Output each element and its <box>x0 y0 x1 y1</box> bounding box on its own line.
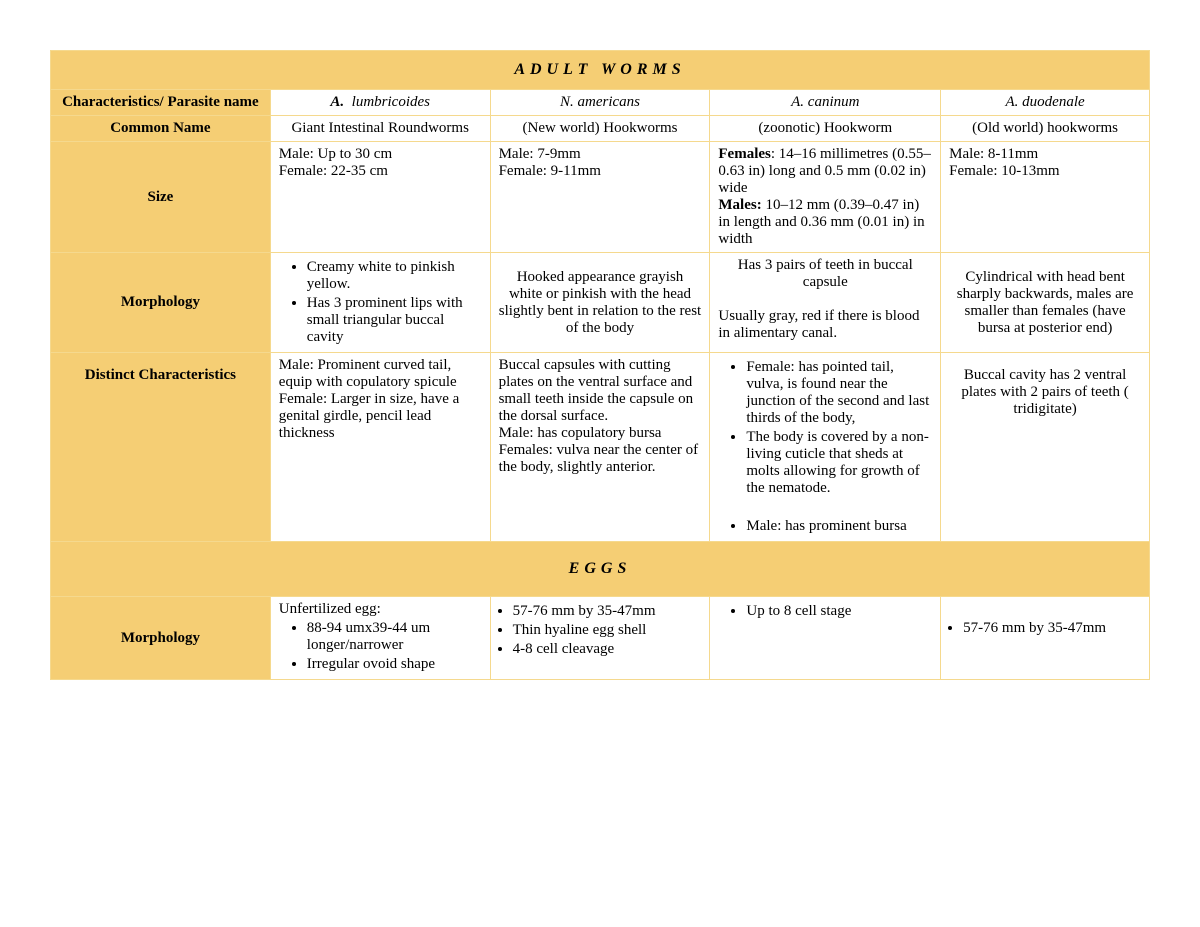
cell: Buccal cavity has 2 ventral plates with … <box>941 353 1150 542</box>
col-duodenale: A. duodenale <box>941 90 1150 116</box>
list: Male: has prominent bursa <box>718 518 932 535</box>
genus: N. <box>560 94 574 110</box>
list: 57-76 mm by 35-47mm Thin hyaline egg she… <box>499 603 702 658</box>
col-lumbricoides: A. lumbricoides <box>270 90 490 116</box>
line: Female: 9-11mm <box>499 163 601 179</box>
list-item: Has 3 prominent lips with small triangul… <box>307 295 482 346</box>
list-item: Thin hyaline egg shell <box>513 622 702 639</box>
line: Female: 22-35 cm <box>279 163 388 179</box>
list: Female: has pointed tail, vulva, is foun… <box>718 359 932 497</box>
cell: Male: 7-9mm Female: 9-11mm <box>490 142 710 253</box>
para: Has 3 pairs of teeth in buccal capsule <box>718 257 932 291</box>
cell: (zoonotic) Hookworm <box>710 116 941 142</box>
cell: Creamy white to pinkish yellow. Has 3 pr… <box>270 253 490 353</box>
row-distinct: Distinct Characteristics Male: Prominent… <box>51 353 1150 542</box>
section-header-row: ADULT WORMS <box>51 51 1150 90</box>
species: americans <box>578 94 641 110</box>
cell: Has 3 pairs of teeth in buccal capsule U… <box>710 253 941 353</box>
list-item: Irregular ovoid shape <box>307 656 482 673</box>
list-item: Male: has prominent bursa <box>746 518 932 535</box>
cell: (New world) Hookworms <box>490 116 710 142</box>
cell: Giant Intestinal Roundworms <box>270 116 490 142</box>
para: Usually gray, red if there is blood in a… <box>718 308 932 342</box>
row-label: Common Name <box>51 116 271 142</box>
cell: Buccal capsules with cutting plates on t… <box>490 353 710 542</box>
list-item: 57-76 mm by 35-47mm <box>963 620 1141 637</box>
cell: 57-76 mm by 35-47mm <box>941 597 1150 680</box>
cell: Cylindrical with head bent sharply backw… <box>941 253 1150 353</box>
cell: Unfertilized egg: 88-94 umx39-44 um long… <box>270 597 490 680</box>
list: 57-76 mm by 35-47mm <box>949 620 1141 637</box>
genus: A. <box>330 94 344 110</box>
list-item: 4-8 cell cleavage <box>513 641 702 658</box>
column-header-row: Characteristics/ Parasite name A. lumbri… <box>51 90 1150 116</box>
line: Female: 10-13mm <box>949 163 1059 179</box>
label: Females <box>718 146 770 162</box>
para: Male: Prominent curved tail, equip with … <box>279 357 482 391</box>
cell: Female: has pointed tail, vulva, is foun… <box>710 353 941 542</box>
row-eggs-morphology: Morphology Unfertilized egg: 88-94 umx39… <box>51 597 1150 680</box>
row-label: Morphology <box>51 597 271 680</box>
line: Male: Up to 30 cm <box>279 146 392 162</box>
list-item: 57-76 mm by 35-47mm <box>513 603 702 620</box>
row-common-name: Common Name Giant Intestinal Roundworms … <box>51 116 1150 142</box>
cell: Male: Prominent curved tail, equip with … <box>270 353 490 542</box>
list-item: Creamy white to pinkish yellow. <box>307 259 482 293</box>
line: Male: 8-11mm <box>949 146 1038 162</box>
species: caninum <box>808 94 860 110</box>
cell: (Old world) hookworms <box>941 116 1150 142</box>
cell: 57-76 mm by 35-47mm Thin hyaline egg she… <box>490 597 710 680</box>
genus: A. <box>791 94 804 110</box>
list: 88-94 umx39-44 um longer/narrower Irregu… <box>279 620 482 673</box>
lead: Unfertilized egg: <box>279 601 381 617</box>
para: Females: vulva near the center of the bo… <box>499 442 702 476</box>
list-item: Female: has pointed tail, vulva, is foun… <box>746 359 932 427</box>
list-item: The body is covered by a non-living cuti… <box>746 429 932 497</box>
row-morphology: Morphology Creamy white to pinkish yello… <box>51 253 1150 353</box>
genus: A. <box>1006 94 1019 110</box>
para: Buccal capsules with cutting plates on t… <box>499 357 702 425</box>
list-item: 88-94 umx39-44 um longer/narrower <box>307 620 482 654</box>
list: Creamy white to pinkish yellow. Has 3 pr… <box>279 259 482 346</box>
para: Male: has copulatory bursa <box>499 425 702 442</box>
list-item: Up to 8 cell stage <box>746 603 932 620</box>
characteristics-label: Characteristics/ Parasite name <box>51 90 271 116</box>
cell: Females: 14–16 millimetres (0.55–0.63 in… <box>710 142 941 253</box>
row-size: Size Male: Up to 30 cm Female: 22-35 cm … <box>51 142 1150 253</box>
row-label: Size <box>51 142 271 253</box>
adult-worms-header: ADULT WORMS <box>51 51 1150 90</box>
label: Males: <box>718 197 761 213</box>
species: duodenale <box>1022 94 1084 110</box>
cell: Up to 8 cell stage <box>710 597 941 680</box>
species: lumbricoides <box>352 94 430 110</box>
list: Up to 8 cell stage <box>718 603 932 620</box>
para: Female: Larger in size, have a genital g… <box>279 391 482 442</box>
eggs-header: EGGS <box>51 542 1150 597</box>
row-label: Morphology <box>51 253 271 353</box>
line: Male: 7-9mm <box>499 146 581 162</box>
section-header-row: EGGS <box>51 542 1150 597</box>
cell: Male: 8-11mm Female: 10-13mm <box>941 142 1150 253</box>
cell: Hooked appearance grayish white or pinki… <box>490 253 710 353</box>
parasite-comparison-table: ADULT WORMS Characteristics/ Parasite na… <box>50 50 1150 680</box>
cell: Male: Up to 30 cm Female: 22-35 cm <box>270 142 490 253</box>
col-americans: N. americans <box>490 90 710 116</box>
row-label: Distinct Characteristics <box>51 353 271 542</box>
col-caninum: A. caninum <box>710 90 941 116</box>
